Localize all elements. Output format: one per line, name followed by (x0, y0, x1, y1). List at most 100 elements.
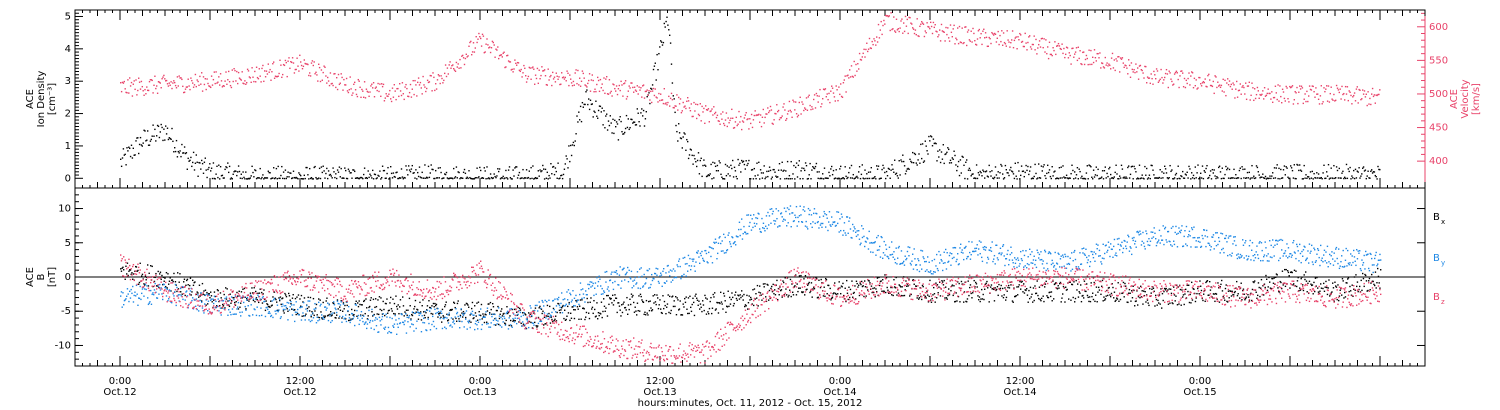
data-point (985, 282, 987, 285)
data-point (242, 171, 244, 173)
data-point (819, 88, 821, 91)
data-point (706, 298, 708, 300)
data-point (1223, 297, 1225, 299)
data-point (483, 315, 485, 317)
data-point (1149, 177, 1151, 180)
data-point (649, 102, 651, 105)
data-point (526, 177, 529, 179)
data-point (593, 91, 595, 93)
data-point (327, 170, 330, 172)
data-point (372, 178, 375, 180)
data-point (1290, 165, 1292, 167)
data-point (1024, 171, 1026, 174)
data-point (1194, 292, 1196, 295)
data-point (486, 38, 488, 40)
data-point (610, 90, 612, 93)
data-point (931, 32, 934, 35)
data-point (1266, 92, 1268, 95)
data-point (1325, 88, 1327, 90)
data-point (1019, 32, 1021, 35)
data-point (170, 81, 172, 83)
data-point (486, 321, 488, 323)
data-point (543, 324, 545, 326)
data-point (185, 152, 188, 154)
data-point (289, 172, 291, 174)
data-point (791, 116, 793, 119)
data-point (1011, 171, 1014, 173)
data-point (532, 165, 534, 167)
data-point (1218, 85, 1220, 87)
data-point (170, 290, 172, 292)
data-point (1092, 292, 1094, 294)
data-point (1221, 279, 1223, 282)
data-point (1137, 295, 1140, 298)
data-point (707, 174, 710, 176)
data-point (1206, 280, 1209, 282)
data-point (1020, 281, 1023, 283)
data-point (588, 312, 590, 314)
top-right-tick-label: 400 (1429, 156, 1448, 167)
data-point (245, 83, 247, 85)
data-point (1041, 297, 1043, 300)
data-point (1159, 303, 1161, 305)
data-point (667, 101, 669, 104)
data-point (1053, 283, 1056, 286)
data-point (858, 284, 860, 286)
data-point (507, 169, 510, 171)
data-point (676, 94, 678, 96)
data-point (583, 77, 585, 79)
data-point (593, 110, 595, 112)
data-point (1097, 52, 1099, 55)
data-point (912, 151, 914, 154)
data-point (257, 177, 260, 179)
data-point (323, 315, 325, 317)
data-point (933, 286, 935, 289)
data-point (343, 78, 345, 81)
data-point (1264, 95, 1267, 97)
data-point (365, 88, 368, 90)
data-point (398, 177, 400, 180)
data-point (695, 293, 697, 295)
data-point (1196, 88, 1198, 90)
data-point (810, 282, 813, 284)
data-point (822, 88, 825, 90)
data-point (1236, 294, 1239, 297)
data-point (183, 281, 185, 283)
data-point (414, 305, 416, 308)
data-point (939, 149, 941, 151)
data-point (594, 88, 596, 90)
data-point (327, 314, 330, 316)
data-point (1217, 177, 1219, 179)
data-point (1134, 305, 1136, 307)
data-point (785, 170, 787, 172)
data-point (681, 314, 683, 316)
data-point (1250, 94, 1252, 97)
data-point (926, 290, 928, 293)
data-point (801, 291, 804, 294)
data-point (310, 176, 313, 179)
data-point (678, 308, 681, 310)
data-point (977, 30, 980, 32)
data-point (798, 160, 800, 162)
data-point (868, 177, 871, 180)
data-point (201, 90, 204, 92)
data-point (793, 286, 795, 288)
data-point (343, 308, 345, 310)
data-point (341, 317, 343, 319)
data-point (1246, 85, 1249, 87)
data-point (975, 283, 978, 285)
data-point (957, 42, 960, 45)
data-point (955, 37, 957, 39)
data-point (846, 75, 848, 77)
data-point (1161, 292, 1164, 295)
data-point (765, 113, 767, 115)
data-point (1032, 301, 1034, 303)
data-point (1027, 165, 1029, 168)
data-point (172, 140, 174, 143)
data-point (1252, 87, 1254, 89)
data-point (738, 110, 740, 113)
data-point (534, 177, 536, 180)
data-point (1073, 281, 1075, 283)
data-point (393, 302, 396, 305)
data-point (830, 90, 832, 92)
